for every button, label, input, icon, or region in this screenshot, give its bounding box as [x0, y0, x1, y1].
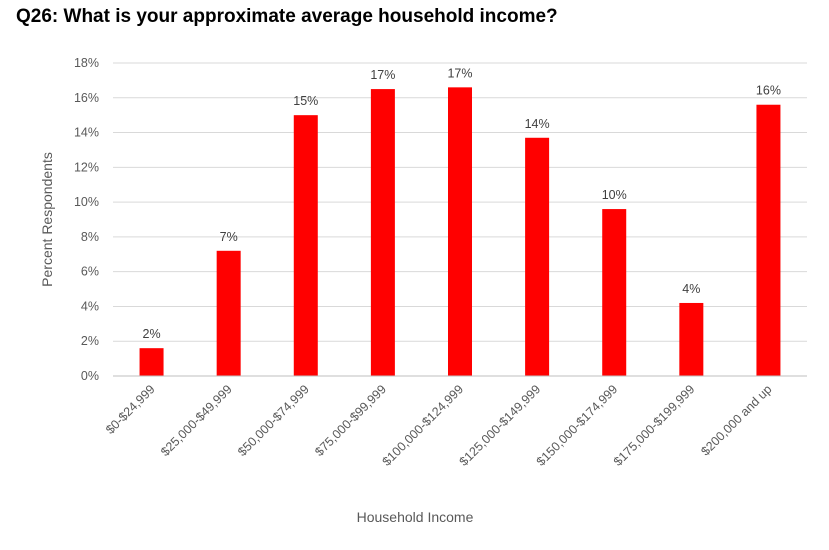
- y-tick-label: 8%: [81, 230, 99, 244]
- bar: [139, 348, 164, 376]
- x-category-label: $75,000-$99,999: [312, 382, 389, 459]
- bar: [216, 250, 241, 376]
- y-tick-label: 12%: [74, 160, 99, 174]
- data-labels: 2% 7% 15% 17% 17% 14% 10% 4% 16%: [143, 66, 781, 341]
- y-tick-label: 2%: [81, 334, 99, 348]
- y-tick-label: 4%: [81, 299, 99, 313]
- x-category-label: $175,000-$199,999: [611, 382, 698, 469]
- bar: [448, 87, 472, 376]
- data-label: 17%: [447, 66, 472, 80]
- data-label: 7%: [220, 230, 238, 244]
- x-category-label: $50,000-$74,999: [235, 382, 312, 459]
- y-tick-label: 18%: [74, 56, 99, 70]
- x-category-label: $200,000 and up: [698, 382, 774, 458]
- x-category-label: $0-$24,999: [103, 382, 158, 437]
- y-axis-tick-labels: 0% 2% 4% 6% 8% 10% 12% 14% 16% 18%: [74, 56, 99, 383]
- bar: [602, 209, 627, 376]
- data-label: 4%: [682, 282, 700, 296]
- data-label: 15%: [293, 94, 318, 108]
- bar: [679, 302, 704, 376]
- data-label: 17%: [370, 68, 395, 82]
- y-tick-label: 10%: [74, 195, 99, 209]
- y-tick-label: 6%: [81, 265, 99, 279]
- x-category-label: $25,000-$49,999: [158, 382, 235, 459]
- x-category-label: $150,000-$174,999: [534, 382, 621, 469]
- bar: [370, 89, 395, 376]
- data-label: 16%: [756, 84, 781, 98]
- y-axis-title: Percent Respondents: [39, 152, 55, 287]
- x-axis-category-labels: $0-$24,999 $25,000-$49,999 $50,000-$74,999…: [103, 382, 775, 469]
- y-tick-label: 0%: [81, 369, 99, 383]
- x-category-label: $100,000-$124,999: [380, 382, 467, 469]
- bar: [756, 104, 781, 376]
- data-label: 10%: [602, 188, 627, 202]
- bars: [139, 87, 781, 377]
- bar: [293, 115, 318, 377]
- y-tick-label: 16%: [74, 91, 99, 105]
- x-axis-title: Household Income: [357, 509, 474, 525]
- data-label: 14%: [525, 117, 550, 131]
- bar: [525, 137, 550, 376]
- y-tick-label: 14%: [74, 126, 99, 140]
- data-label: 2%: [143, 327, 161, 341]
- x-category-label: $125,000-$149,999: [457, 382, 544, 469]
- chart-title: Q26: What is your approximate average ho…: [16, 6, 558, 27]
